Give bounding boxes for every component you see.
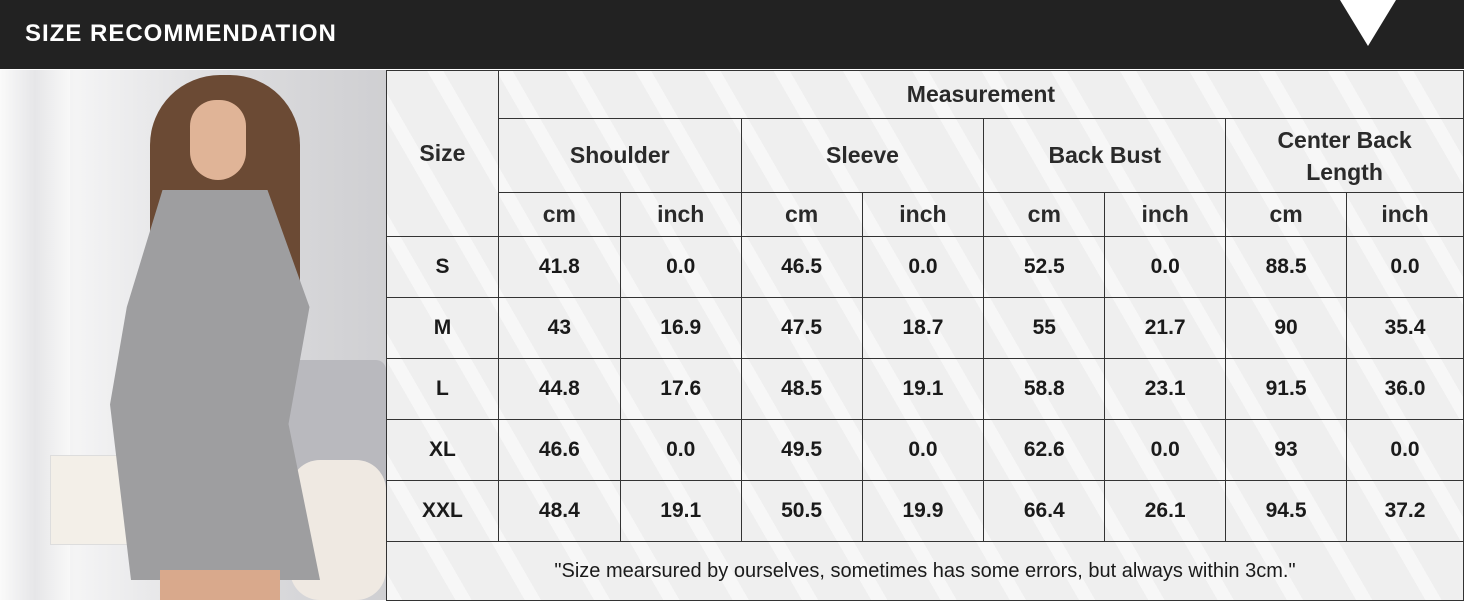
value-cell: 36.0 [1346,358,1464,420]
value-cell: 94.5 [1225,480,1348,542]
value-cell: 46.5 [740,236,863,298]
value-cell: 0.0 [1104,236,1227,298]
value-cell: 0.0 [1346,236,1464,298]
value-cell: 0.0 [619,236,742,298]
value-cell: 35.4 [1346,297,1464,359]
unit-header: inch [1104,192,1227,237]
column-header-center-back-length: Center Back Length [1225,118,1464,193]
table-row: M 43 16.9 47.5 18.7 55 21.7 90 35.4 [386,297,1464,359]
value-cell: 19.1 [619,480,742,542]
value-cell: 16.9 [619,297,742,359]
value-cell: 47.5 [740,297,863,359]
value-cell: 49.5 [740,419,863,481]
value-cell: 26.1 [1104,480,1227,542]
grey-robe [110,190,320,580]
value-cell: 93 [1225,419,1348,481]
table-row: XL 46.6 0.0 49.5 0.0 62.6 0.0 93 0.0 [386,419,1464,481]
measurement-note: "Size mearsured by ourselves, sometimes … [386,541,1464,601]
page-title: SIZE RECOMMENDATION [25,20,337,47]
value-cell: 17.6 [619,358,742,420]
table-row: XXL 48.4 19.1 50.5 19.9 66.4 26.1 94.5 37.2 [386,480,1464,542]
value-cell: 66.4 [983,480,1106,542]
chevron-down-icon [1340,0,1396,46]
measurement-header: Measurement [497,70,1464,119]
value-cell: 44.8 [497,358,621,420]
value-cell: 88.5 [1225,236,1348,298]
value-cell: 23.1 [1104,358,1227,420]
column-header-shoulder: Shoulder [497,118,742,193]
value-cell: 21.7 [1104,297,1227,359]
size-header: Size [386,70,499,237]
value-cell: 0.0 [1104,419,1227,481]
size-table: Size Measurement Shoulder Sleeve Back Bu… [386,70,1464,601]
value-cell: 0.0 [1346,419,1464,481]
value-cell: 19.1 [861,358,985,420]
unit-header: inch [619,192,742,237]
value-cell: 48.4 [497,480,621,542]
value-cell: 19.9 [861,480,985,542]
header-banner: SIZE RECOMMENDATION [0,0,1464,69]
value-cell: 0.0 [861,419,985,481]
unit-header: cm [740,192,863,237]
model-photo [0,70,386,600]
value-cell: 37.2 [1346,480,1464,542]
model-legs [160,570,280,600]
value-cell: 55 [983,297,1106,359]
size-cell: S [386,236,499,298]
unit-header: cm [983,192,1106,237]
value-cell: 0.0 [619,419,742,481]
value-cell: 90 [1225,297,1348,359]
column-header-back-bust: Back Bust [983,118,1227,193]
value-cell: 52.5 [983,236,1106,298]
size-cell: M [386,297,499,359]
value-cell: 58.8 [983,358,1106,420]
value-cell: 43 [497,297,621,359]
unit-header: inch [1346,192,1464,237]
model-face [190,100,246,180]
size-cell: XXL [386,480,499,542]
value-cell: 0.0 [861,236,985,298]
column-header-sleeve: Sleeve [740,118,985,193]
value-cell: 62.6 [983,419,1106,481]
value-cell: 46.6 [497,419,621,481]
unit-header: cm [1225,192,1348,237]
value-cell: 41.8 [497,236,621,298]
value-cell: 48.5 [740,358,863,420]
unit-header: inch [861,192,985,237]
unit-header: cm [497,192,621,237]
value-cell: 91.5 [1225,358,1348,420]
table-row: L 44.8 17.6 48.5 19.1 58.8 23.1 91.5 36.0 [386,358,1464,420]
table-row: S 41.8 0.0 46.5 0.0 52.5 0.0 88.5 0.0 [386,236,1464,298]
value-cell: 50.5 [740,480,863,542]
size-cell: L [386,358,499,420]
value-cell: 18.7 [861,297,985,359]
size-cell: XL [386,419,499,481]
